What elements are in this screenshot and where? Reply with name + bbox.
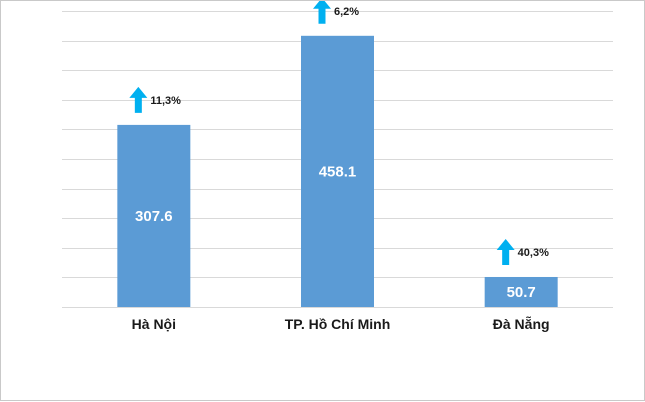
up-arrow-icon bbox=[496, 238, 515, 265]
growth-label: 11,3% bbox=[150, 95, 181, 107]
bar-1 bbox=[117, 124, 191, 307]
data-label: 307.6 bbox=[135, 208, 173, 225]
bar-2 bbox=[301, 35, 374, 307]
growth-label: 6,2% bbox=[334, 6, 359, 18]
bar-3 bbox=[484, 276, 558, 307]
data-label: 50.7 bbox=[507, 284, 536, 301]
labels: 307.6 Hà Nội 11,3% 458.1 TP. Hồ Chí Minh 6,2%… bbox=[129, 1, 550, 332]
bars bbox=[117, 35, 558, 307]
data-label: 458.1 bbox=[319, 163, 357, 180]
up-arrow-icon bbox=[313, 1, 331, 24]
category-label: Đà Nẵng bbox=[493, 315, 550, 332]
category-label: TP. Hồ Chí Minh bbox=[285, 316, 391, 332]
up-arrow-icon bbox=[129, 86, 148, 113]
category-label: Hà Nội bbox=[132, 316, 176, 332]
growth-label: 40,3% bbox=[518, 247, 549, 259]
